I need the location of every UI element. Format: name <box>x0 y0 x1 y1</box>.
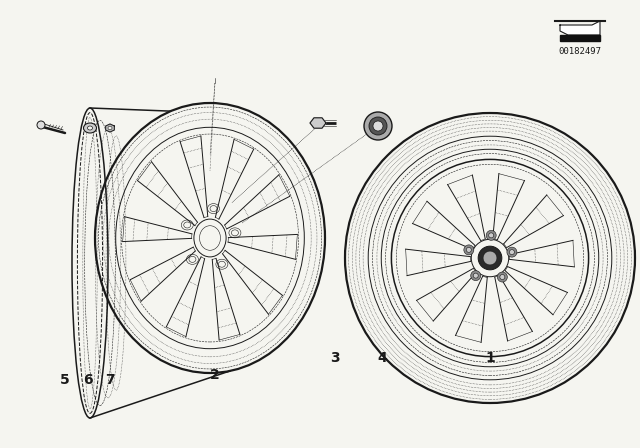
Text: 4: 4 <box>377 351 387 365</box>
Circle shape <box>467 247 471 252</box>
Polygon shape <box>106 124 115 132</box>
Circle shape <box>500 275 505 280</box>
Text: 3: 3 <box>330 351 340 365</box>
Circle shape <box>364 112 392 140</box>
Text: 00182497: 00182497 <box>559 47 602 56</box>
Text: 5: 5 <box>60 373 70 387</box>
Circle shape <box>497 272 508 282</box>
Circle shape <box>464 245 474 255</box>
Circle shape <box>483 251 497 265</box>
Circle shape <box>471 271 481 280</box>
Circle shape <box>478 246 502 270</box>
Polygon shape <box>310 118 326 128</box>
Circle shape <box>489 233 493 238</box>
Text: 7: 7 <box>105 373 115 387</box>
Circle shape <box>37 121 45 129</box>
Text: 2: 2 <box>210 368 220 382</box>
Polygon shape <box>560 21 600 35</box>
Ellipse shape <box>88 126 93 130</box>
Circle shape <box>486 230 496 241</box>
Circle shape <box>369 117 387 135</box>
Polygon shape <box>560 35 600 41</box>
Ellipse shape <box>83 123 97 133</box>
Text: 6: 6 <box>83 373 93 387</box>
Circle shape <box>509 250 515 254</box>
Circle shape <box>507 247 517 257</box>
Circle shape <box>473 273 478 278</box>
Text: 1: 1 <box>485 351 495 365</box>
Circle shape <box>373 121 383 131</box>
Ellipse shape <box>108 126 112 130</box>
